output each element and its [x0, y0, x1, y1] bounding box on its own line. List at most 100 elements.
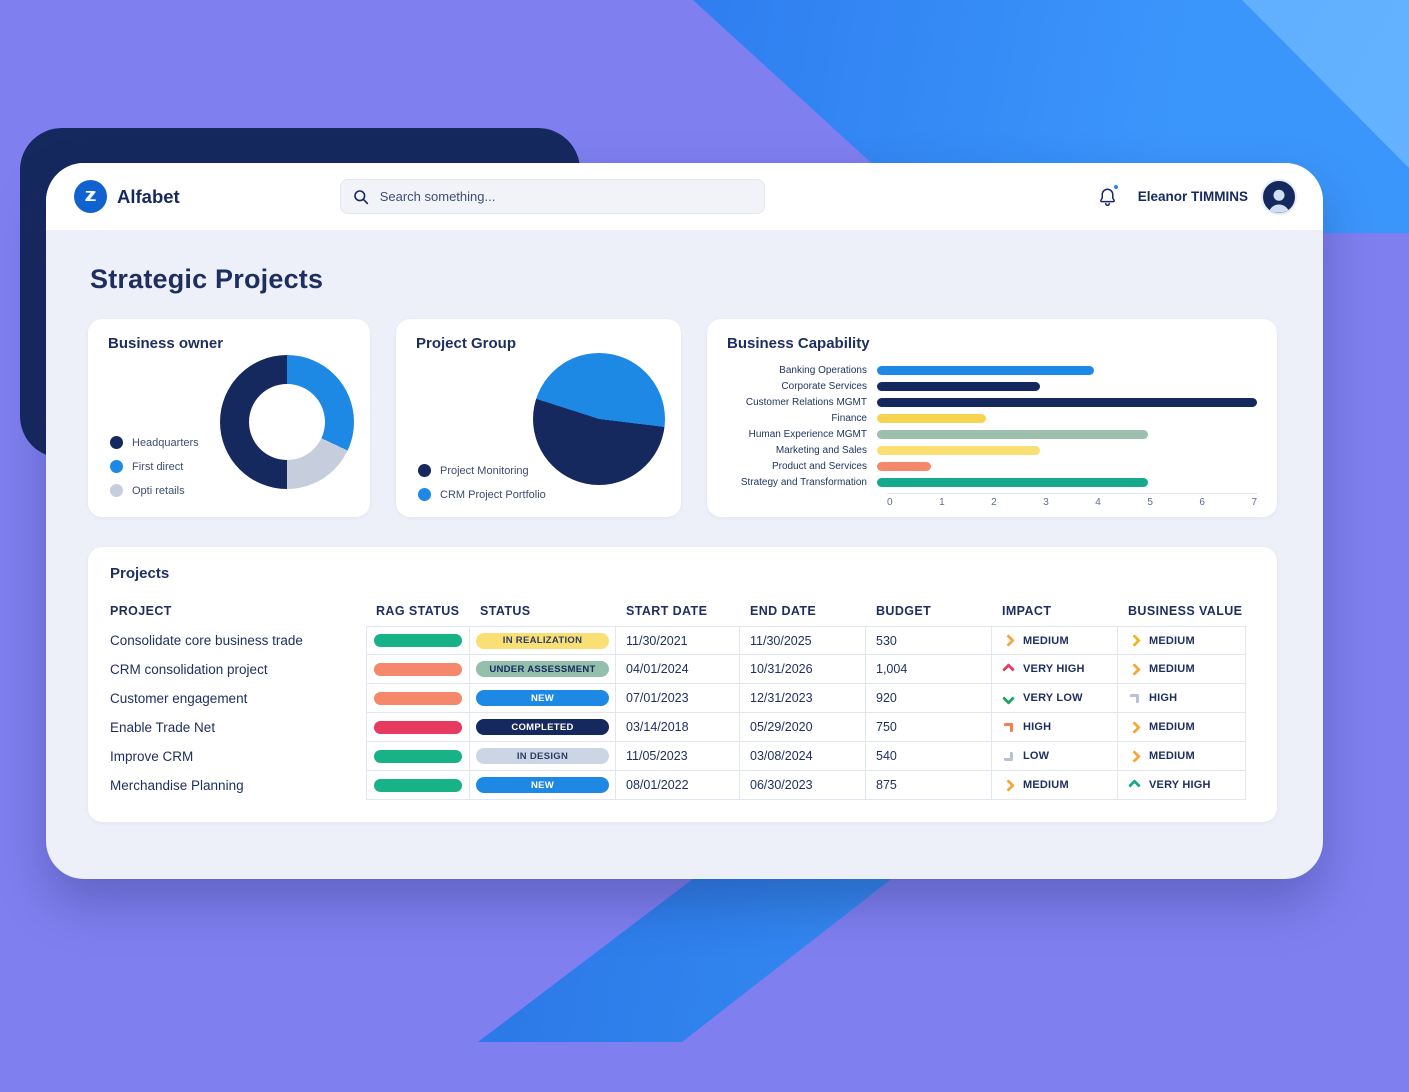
axis-tick-label: 0: [887, 497, 893, 508]
status-cell: UNDER ASSESSMENT: [470, 655, 616, 684]
project-group-legend: Project Monitoring CRM Project Portfolio: [418, 453, 546, 501]
status-pill: IN DESIGN: [476, 748, 609, 764]
end-date-cell: 11/30/2025: [740, 626, 866, 655]
notifications-bell-icon[interactable]: [1097, 182, 1120, 208]
table-row[interactable]: CRM consolidation project UNDER ASSESSMEN…: [110, 655, 1255, 684]
app-header: ZZ Alfabet Eleanor TIMMINS: [46, 163, 1323, 230]
legend-label: First direct: [132, 460, 184, 473]
bar-track: [877, 413, 1257, 423]
column-header: STATUS: [480, 604, 531, 618]
table-row[interactable]: Consolidate core business trade IN REALIZ…: [110, 626, 1255, 655]
search-bar: [339, 179, 765, 214]
level-label: HIGH: [1149, 692, 1178, 704]
status-pill: IN REALIZATION: [476, 632, 609, 649]
budget-cell: 540: [866, 742, 992, 771]
axis-tick-label: 4: [1095, 497, 1101, 508]
business-value-cell: VERY HIGH: [1118, 771, 1246, 800]
user-profile[interactable]: Eleanor TIMMINS: [1138, 178, 1297, 215]
legend-label: CRM Project Portfolio: [440, 488, 546, 501]
axis-tick-label: 2: [991, 497, 997, 508]
column-header: PROJECT: [110, 604, 172, 618]
status-cell: COMPLETED: [470, 713, 616, 742]
business-value-cell: HIGH: [1118, 684, 1246, 713]
bar-track: [877, 397, 1257, 407]
legend-item: Headquarters: [110, 436, 199, 449]
business-owner-donut-chart[interactable]: [220, 355, 354, 489]
axis-tick-label: 1: [939, 497, 945, 508]
table-row[interactable]: Merchandise Planning NEW 08/01/2022 06/30/2…: [110, 771, 1255, 800]
column-header: START DATE: [626, 604, 708, 618]
bar[interactable]: [877, 397, 1257, 407]
trend-arrow-icon-right: [1128, 720, 1141, 734]
start-date-cell: 07/01/2023: [616, 684, 740, 713]
table-row[interactable]: Improve CRM IN DESIGN 11/05/2023 03/08/2024…: [110, 742, 1255, 771]
table-row[interactable]: Customer engagement NEW 07/01/2023 12/31/20…: [110, 684, 1255, 713]
rag-status-cell: [366, 655, 470, 684]
project-name: Improve CRM: [110, 742, 366, 771]
bar[interactable]: [877, 365, 1095, 375]
bar-track: [877, 365, 1257, 375]
search-input[interactable]: [377, 188, 752, 205]
project-name: Customer engagement: [110, 684, 366, 713]
level-label: MEDIUM: [1023, 634, 1069, 647]
business-value-cell: MEDIUM: [1118, 713, 1246, 742]
table-row[interactable]: Enable Trade Net COMPLETED 03/14/2018 05/29…: [110, 713, 1255, 742]
start-date-cell: 04/01/2024: [616, 655, 740, 684]
budget-cell: 750: [866, 713, 992, 742]
level-label: MEDIUM: [1149, 634, 1195, 647]
column-header: RAG STATUS: [376, 604, 460, 618]
header-right: Eleanor TIMMINS: [1097, 178, 1297, 215]
bar-row: Marketing and Sales: [727, 442, 1257, 458]
projects-title: Projects: [110, 565, 170, 582]
logo-letter: Z: [84, 188, 94, 205]
end-date-cell: 06/30/2023: [740, 771, 866, 800]
rag-status-cell: [366, 742, 470, 771]
rag-status-pill: [374, 749, 462, 763]
bar-track: [877, 381, 1257, 391]
business-owner-title: Business owner: [108, 335, 224, 352]
legend-item: CRM Project Portfolio: [418, 488, 546, 501]
user-avatar: [1261, 178, 1297, 215]
status-cell: NEW: [470, 771, 616, 800]
column-header: IMPACT: [1002, 604, 1052, 618]
impact-cell: LOW: [992, 742, 1118, 771]
project-name: Merchandise Planning: [110, 771, 366, 800]
bar[interactable]: [877, 461, 932, 471]
level-label: VERY HIGH: [1023, 663, 1085, 675]
impact-cell: VERY LOW: [992, 684, 1118, 713]
bar[interactable]: [877, 429, 1149, 439]
projects-table-header: PROJECT RAG STATUS STATUS START DATE END DAT…: [110, 596, 1255, 626]
impact-cell: MEDIUM: [992, 771, 1118, 800]
bar[interactable]: [877, 413, 986, 423]
trend-arrow-icon-up-right: [1004, 722, 1013, 732]
axis-tick-label: 5: [1147, 497, 1153, 508]
rag-status-pill: [374, 634, 462, 647]
projects-table: PROJECT RAG STATUS STATUS START DATE END DAT…: [110, 596, 1255, 800]
rag-status-pill: [374, 720, 462, 734]
legend-swatch: [110, 436, 123, 449]
bar[interactable]: [877, 477, 1149, 487]
charts-row: Business owner Headquarters First direct O…: [88, 319, 1277, 517]
legend-item: Opti retails: [110, 484, 199, 497]
end-date-cell: 03/08/2024: [740, 742, 866, 771]
end-date-cell: 05/29/2020: [740, 713, 866, 742]
end-date-cell: 12/31/2023: [740, 684, 866, 713]
bar-row: Customer Relations MGMT: [727, 394, 1257, 410]
bar-row: Corporate Services: [727, 378, 1257, 394]
bar-category-label: Human Experience MGMT: [748, 428, 867, 440]
trend-arrow-icon-up-right: [1130, 693, 1139, 703]
bar-category-label: Corporate Services: [781, 380, 867, 392]
bar[interactable]: [877, 445, 1040, 455]
trend-arrow-icon-right: [1128, 749, 1141, 763]
axis-tick-label: 7: [1251, 497, 1257, 508]
legend-label: Project Monitoring: [440, 464, 529, 477]
bar[interactable]: [877, 381, 1040, 391]
project-group-pie-chart[interactable]: [533, 353, 665, 485]
business-value-cell: MEDIUM: [1118, 626, 1246, 655]
business-value-cell: MEDIUM: [1118, 742, 1246, 771]
bar-category-label: Marketing and Sales: [775, 444, 867, 456]
column-header: BUSINESS VALUE: [1128, 604, 1243, 618]
projects-table-body: Consolidate core business trade IN REALIZ…: [110, 626, 1255, 800]
status-pill: NEW: [476, 690, 609, 706]
